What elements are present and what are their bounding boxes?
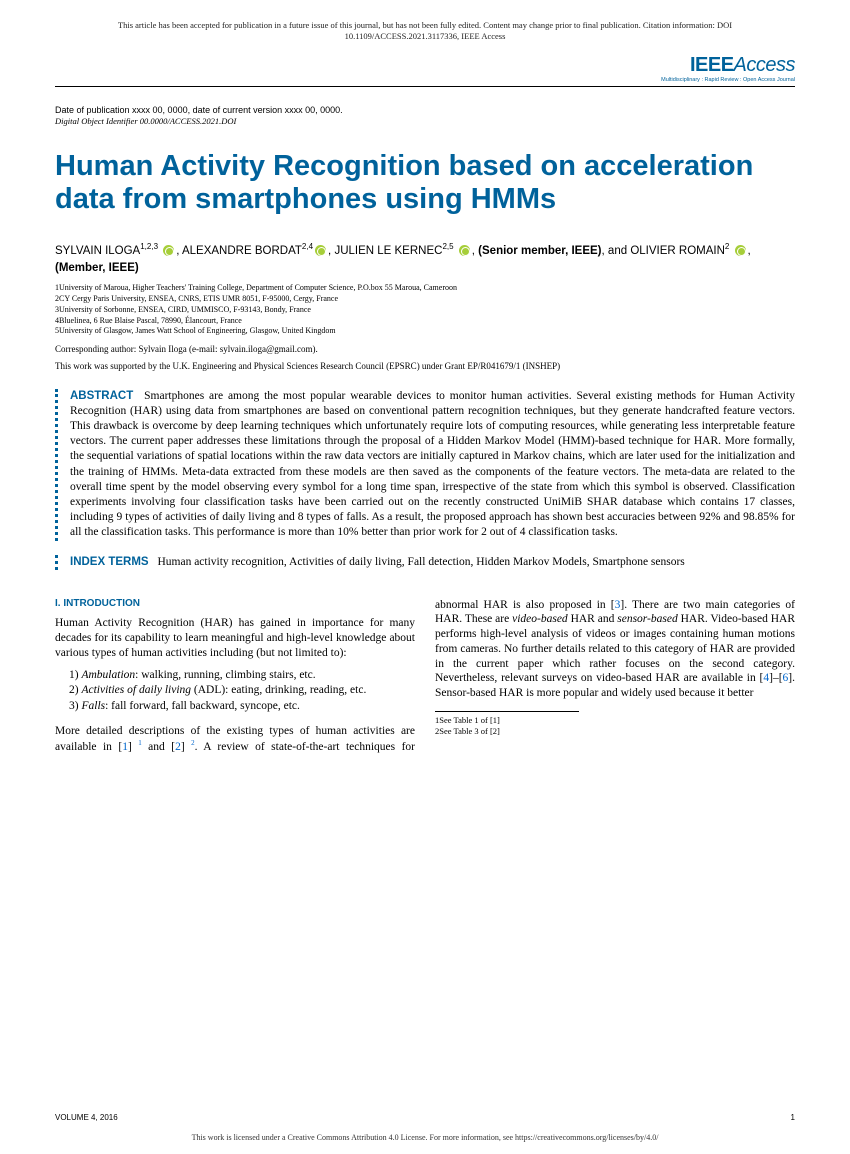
affil-3: 3University of Sorbonne, ENSEA, CIRD, UM… <box>55 305 795 316</box>
author-3-affil: 2,5 <box>442 242 453 251</box>
affil-1: 1University of Maroua, Higher Teachers' … <box>55 283 795 294</box>
affil-5: 5University of Glasgow, James Watt Schoo… <box>55 326 795 337</box>
preprint-line2: 10.1109/ACCESS.2021.3117336, IEEE Access <box>345 31 506 41</box>
orcid-icon[interactable] <box>315 245 326 256</box>
ieee-access-logo: IEEEAccess Multidisciplinary : Rapid Rev… <box>661 54 795 83</box>
abstract: ABSTRACT Smartphones are among the most … <box>55 389 795 541</box>
author-2: ALEXANDRE BORDAT <box>182 245 302 257</box>
affiliations: 1University of Maroua, Higher Teachers' … <box>55 283 795 337</box>
affil-4: 4Bluelinea, 6 Rue Blaise Pascal, 78990, … <box>55 316 795 327</box>
footnote-1: 1See Table 1 of [1] <box>435 715 579 726</box>
intro-p1: Human Activity Recognition (HAR) has gai… <box>55 616 415 660</box>
funding-note: This work was supported by the U.K. Engi… <box>55 361 795 373</box>
footer-page-number: 1 <box>791 1113 795 1122</box>
list-item: 3) Falls: fall forward, fall backward, s… <box>69 699 415 714</box>
activity-list: 1) Ambulation: walking, running, climbin… <box>69 668 415 714</box>
preprint-notice: This article has been accepted for publi… <box>55 20 795 42</box>
author-1: SYLVAIN ILOGA <box>55 245 140 257</box>
footer-volume: VOLUME 4, 2016 <box>55 1113 118 1122</box>
logo-ieee: IEEE <box>690 54 734 76</box>
list-item: 1) Ambulation: walking, running, climbin… <box>69 668 415 683</box>
index-terms: INDEX TERMS Human activity recognition, … <box>55 555 795 570</box>
body-columns: I. INTRODUCTION Human Activity Recogniti… <box>55 598 795 754</box>
author-1-affil: 1,2,3 <box>140 242 158 251</box>
section-heading-intro: I. INTRODUCTION <box>55 598 415 611</box>
author-3: JULIEN LE KERNEC <box>334 245 442 257</box>
page-footer: VOLUME 4, 2016 1 <box>55 1113 795 1122</box>
corresponding-author: Corresponding author: Sylvain Iloga (e-m… <box>55 344 795 354</box>
header-rule <box>55 86 795 87</box>
preprint-line1: This article has been accepted for publi… <box>118 20 732 30</box>
list-item: 2) Activities of daily living (ADL): eat… <box>69 683 415 698</box>
author-4-role: (Member, IEEE) <box>55 262 139 274</box>
paper-title: Human Activity Recognition based on acce… <box>55 150 795 217</box>
orcid-icon[interactable] <box>163 245 174 256</box>
author-list: SYLVAIN ILOGA1,2,3 , ALEXANDRE BORDAT2,4… <box>55 241 795 277</box>
license-footer: This work is licensed under a Creative C… <box>0 1133 850 1142</box>
affil-2: 2CY Cergy Paris University, ENSEA, CNRS,… <box>55 294 795 305</box>
logo-access: Access <box>734 54 795 76</box>
author-3-role: (Senior member, IEEE) <box>478 245 601 257</box>
author-4-affil: 2 <box>725 242 729 251</box>
abstract-label: ABSTRACT <box>70 390 133 402</box>
index-text: Human activity recognition, Activities o… <box>157 556 684 568</box>
footnote-2: 2See Table 3 of [2] <box>435 726 579 737</box>
page: This article has been accepted for publi… <box>0 0 850 1154</box>
index-label: INDEX TERMS <box>70 556 149 568</box>
footnote-block: 1See Table 1 of [1] 2See Table 3 of [2] <box>435 711 579 737</box>
publication-date: Date of publication xxxx 00, 0000, date … <box>55 105 795 115</box>
header-row: IEEEAccess Multidisciplinary : Rapid Rev… <box>55 54 795 83</box>
logo-tagline: Multidisciplinary : Rapid Review : Open … <box>661 77 795 83</box>
abstract-text: Smartphones are among the most popular w… <box>70 390 795 539</box>
orcid-icon[interactable] <box>735 245 746 256</box>
cite-2[interactable]: 2 <box>175 740 181 752</box>
author-2-affil: 2,4 <box>302 242 313 251</box>
author-4: OLIVIER ROMAIN <box>630 245 725 257</box>
doi-line: Digital Object Identifier 00.0000/ACCESS… <box>55 116 795 126</box>
orcid-icon[interactable] <box>459 245 470 256</box>
